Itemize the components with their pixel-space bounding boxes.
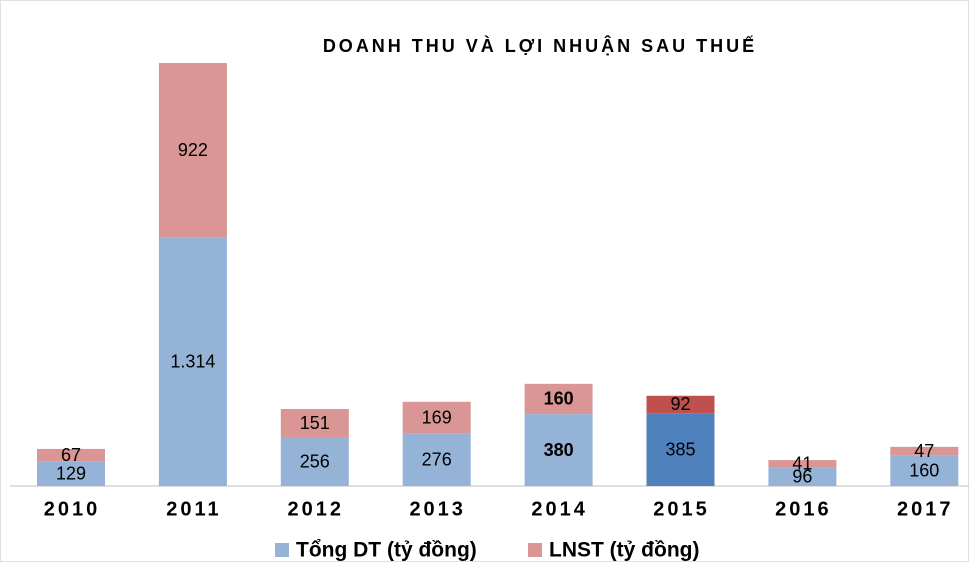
legend-label: Tổng DT (tỷ đồng) bbox=[296, 539, 477, 562]
bar-segment bbox=[402, 401, 471, 434]
x-tick-label: 2014 bbox=[531, 498, 588, 520]
x-tick-label: 2011 bbox=[166, 498, 221, 520]
data-label: 380 bbox=[544, 440, 574, 460]
bar-segment bbox=[37, 448, 105, 462]
legend-label: LNST (tỷ đồng) bbox=[549, 539, 699, 562]
data-label: 67 bbox=[61, 445, 81, 465]
bar-segment bbox=[402, 433, 471, 486]
bar-segment bbox=[524, 383, 593, 415]
x-tick-label: 2013 bbox=[409, 498, 466, 520]
data-label: 160 bbox=[909, 461, 939, 481]
bar-segment bbox=[280, 409, 349, 438]
bar-segment bbox=[37, 461, 105, 486]
data-label: 160 bbox=[544, 389, 574, 409]
bar-segment bbox=[158, 63, 227, 238]
data-label: 96 bbox=[792, 467, 812, 487]
data-label: 129 bbox=[56, 464, 86, 484]
chart-title: DOANH THU VÀ LỢI NHUẬN SAU THUẾ bbox=[323, 35, 757, 56]
data-label: 92 bbox=[670, 394, 690, 414]
x-tick-label: 2012 bbox=[288, 498, 345, 520]
x-tick-label: 2017 bbox=[897, 498, 954, 520]
legend-swatch bbox=[275, 543, 289, 557]
bar-segment bbox=[280, 437, 349, 486]
x-tick-label: 2010 bbox=[44, 498, 101, 520]
x-tick-label: 2015 bbox=[653, 498, 710, 520]
bar-segment bbox=[646, 413, 715, 486]
bar-segment bbox=[890, 446, 959, 456]
bar-segment bbox=[768, 460, 837, 468]
data-label: 385 bbox=[665, 439, 695, 459]
bar-segment bbox=[890, 455, 959, 486]
legend-swatch bbox=[528, 543, 542, 557]
bar-segment bbox=[768, 467, 837, 486]
data-label: 256 bbox=[300, 452, 330, 472]
data-label: 276 bbox=[422, 450, 452, 470]
bar-segment bbox=[646, 395, 715, 414]
data-label: 151 bbox=[300, 413, 330, 433]
x-tick-label: 2016 bbox=[775, 498, 832, 520]
data-label: 1.314 bbox=[170, 351, 215, 371]
bar-segment bbox=[524, 414, 593, 486]
data-label: 47 bbox=[914, 441, 934, 461]
data-label: 169 bbox=[422, 408, 452, 428]
bar-segment bbox=[158, 237, 227, 486]
data-label: 41 bbox=[792, 454, 812, 474]
data-label: 922 bbox=[178, 140, 208, 160]
